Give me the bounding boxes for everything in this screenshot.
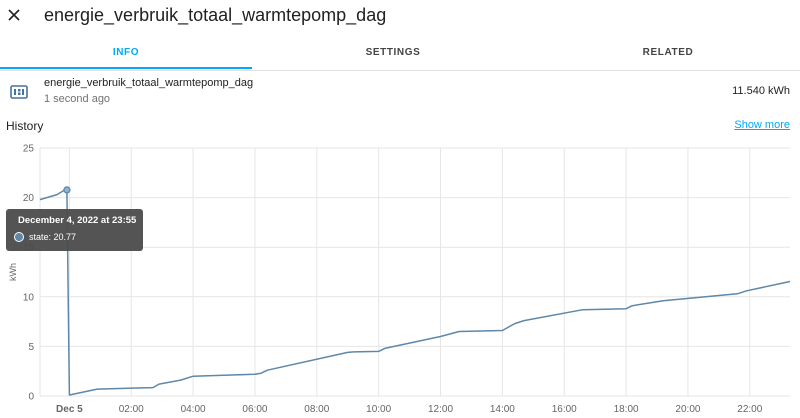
history-chart[interactable]: 0510152025Dec 502:0004:0006:0008:0010:00… [0,140,800,418]
dialog-title: energie_verbruik_totaal_warmtepomp_dag [44,5,387,25]
x-tick-label: 06:00 [242,404,267,415]
show-more-link[interactable]: Show more [734,119,790,131]
x-tick-label: 22:00 [737,404,762,415]
y-tick-label: 10 [23,292,35,303]
dialog-header: energie_verbruik_totaal_warmtepomp_dag [0,0,800,34]
tab-bar: INFO SETTINGS RELATED [0,34,800,71]
tooltip-title: December 4, 2022 at 23:55 [18,215,137,226]
x-tick-label: 02:00 [119,404,144,415]
x-tick-label: 10:00 [366,404,391,415]
entity-row: energie_verbruik_totaal_warmtepomp_dag 1… [0,74,800,108]
x-tick-label: Dec 5 [56,404,83,415]
tab-settings[interactable]: SETTINGS [365,47,421,58]
highlighted-data-point [63,186,71,194]
y-tick-label: 0 [28,392,34,403]
tooltip-value: state: 20.77 [29,232,77,242]
entity-last-changed: 1 second ago [44,93,111,105]
x-tick-label: 18:00 [614,404,639,415]
y-axis-label: kWh [8,263,18,281]
close-icon [8,9,20,21]
x-tick-label: 16:00 [552,404,577,415]
x-tick-label: 12:00 [428,404,453,415]
entity-state: 11.540 kWh [732,85,790,97]
active-tab-indicator [0,67,252,69]
y-tick-label: 20 [23,193,35,204]
chart-tooltip: December 4, 2022 at 23:55 state: 20.77 [6,209,143,251]
tooltip-series-dot [14,232,24,242]
x-tick-label: 08:00 [304,404,329,415]
history-heading: History [6,119,44,133]
close-button[interactable] [6,4,24,26]
counter-icon [10,85,28,99]
x-tick-label: 20:00 [675,404,700,415]
y-tick-label: 25 [23,144,35,155]
x-tick-label: 14:00 [490,404,515,415]
x-tick-label: 04:00 [181,404,206,415]
entity-name: energie_verbruik_totaal_warmtepomp_dag [44,77,254,89]
tab-related[interactable]: RELATED [642,47,694,58]
tab-info[interactable]: INFO [112,47,140,58]
y-tick-label: 5 [28,342,34,353]
series-line [39,189,791,396]
